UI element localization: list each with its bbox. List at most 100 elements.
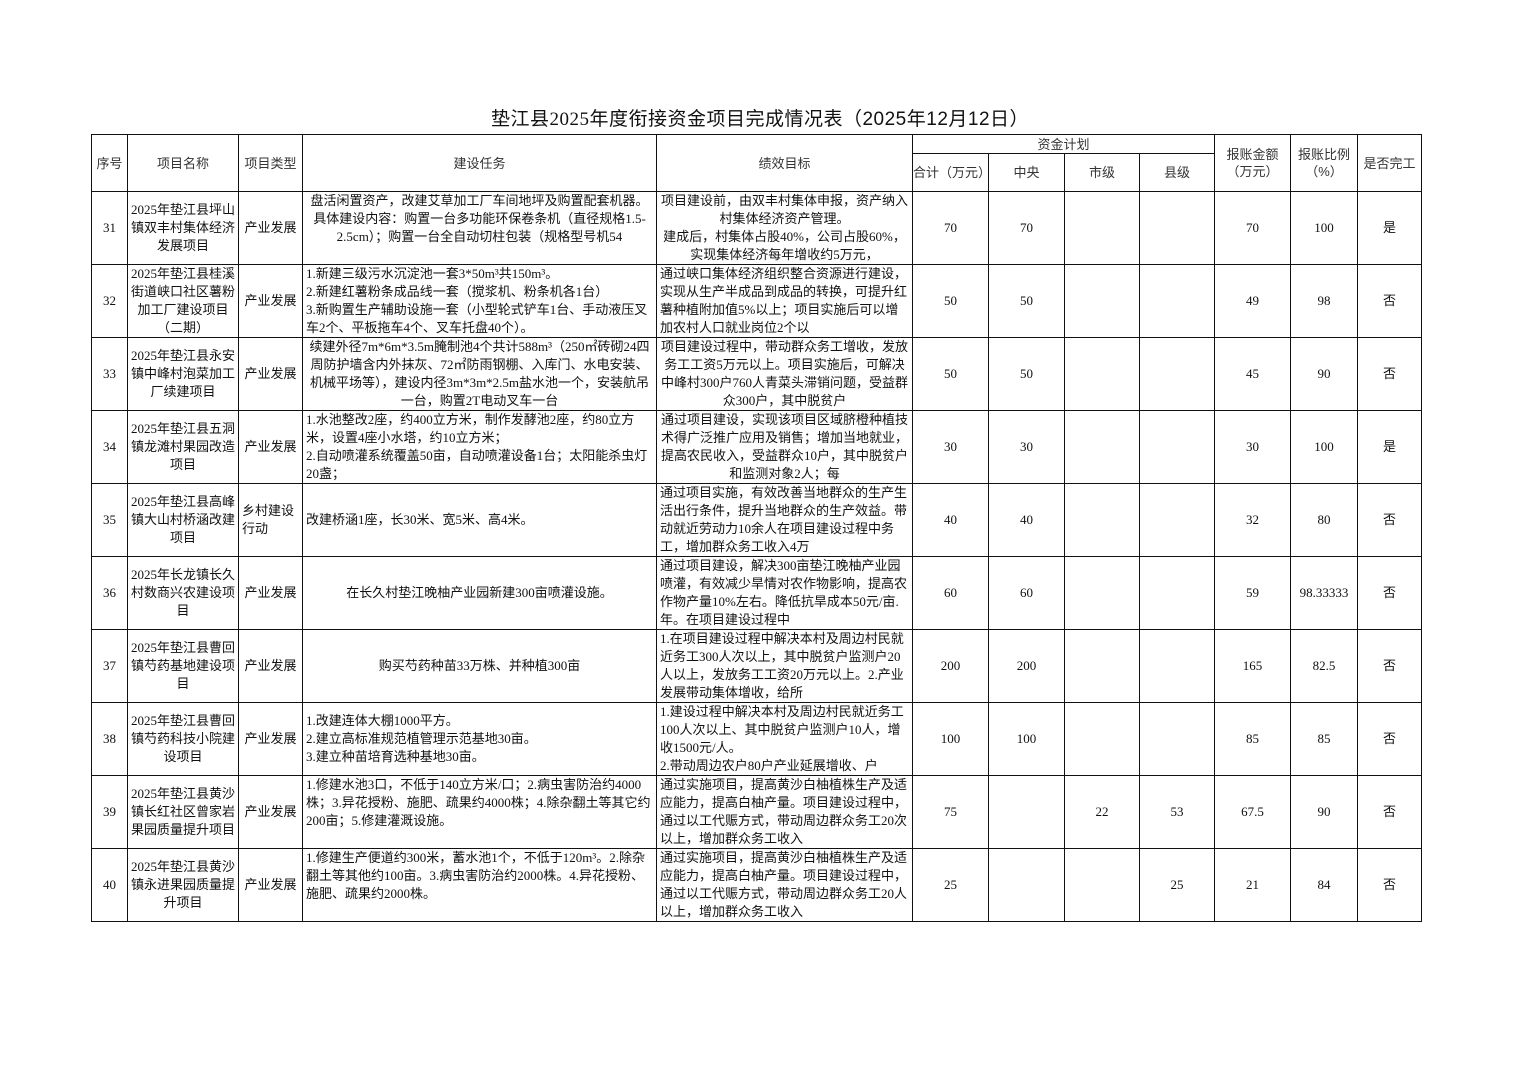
completed-text: 否 [1383, 366, 1397, 381]
central-text: 200 [1016, 658, 1037, 673]
cell-city [1064, 556, 1140, 630]
ratio-text: 90 [1317, 804, 1331, 819]
header-goal: 绩效目标 [656, 134, 913, 192]
cell-total: 50 [912, 264, 989, 338]
completed-text: 否 [1383, 804, 1397, 819]
total-text: 30 [944, 439, 957, 454]
cell-goal: 通过实施项目，提高黄沙白柚植株生产及适应能力，提高白柚产量。项目建设过程中，通过… [656, 848, 913, 922]
type-text: 产业发展 [244, 585, 297, 600]
type-text: 乡村建设行动 [242, 503, 295, 536]
name-text: 2025年垫江县黄沙镇长红社区曾家岩果园质量提升项目 [131, 786, 236, 837]
name-text: 2025年垫江县高峰镇大山村桥涵改建项目 [131, 494, 236, 545]
cell-city: 22 [1064, 775, 1140, 849]
ratio-text: 100 [1314, 439, 1334, 454]
ratio-text: 84 [1317, 877, 1331, 892]
total-text: 70 [944, 220, 957, 235]
cell-city [1064, 629, 1140, 703]
cell-ratio: 90 [1290, 337, 1359, 411]
county-text [1141, 631, 1214, 702]
cell-city [1064, 410, 1140, 484]
header-ratio: 报账比例（%） [1290, 134, 1359, 192]
name-text: 2025年垫江县五洞镇龙滩村果园改造项目 [131, 421, 236, 472]
city-text [1066, 558, 1139, 629]
table-row: 36 2025年长龙镇长久村数商兴农建设项目 产业发展 在长久村垫江晚柚产业园新建30… [91, 556, 1423, 630]
county-text: 53 [1170, 804, 1184, 819]
goal-text: 通过项目建设，实现该项目区域脐橙种植技术得广泛推广应用及销售；增加当地就业，提高… [660, 412, 908, 481]
cell-total: 60 [912, 556, 989, 630]
total-text: 50 [944, 366, 957, 381]
cell-county [1138, 337, 1216, 411]
table-row: 34 2025年垫江县五洞镇龙滩村果园改造项目 产业发展 1.水池整改2座，约400立… [91, 410, 1423, 484]
cell-name: 2025年垫江县高峰镇大山村桥涵改建项目 [127, 483, 239, 557]
cell-county: 53 [1138, 775, 1216, 849]
city-text [1066, 193, 1139, 264]
central-text: 100 [1016, 731, 1037, 746]
county-text [1141, 266, 1214, 337]
reimbursed-text: 70 [1246, 220, 1260, 235]
reimbursed-text: 32 [1246, 512, 1260, 527]
goal-text: 通过项目实施，有效改善当地群众的生产生活出行条件，提升当地群众的生产效益。带动就… [660, 485, 908, 554]
type-text: 产业发展 [244, 877, 297, 892]
cell-name: 2025年垫江县曹回镇芍药基地建设项目 [127, 629, 239, 703]
ratio-text: 90 [1317, 366, 1331, 381]
cell-ratio: 98 [1290, 264, 1359, 338]
header-fund-plan: 资金计划 [911, 134, 1216, 154]
cell-task: 1.修建生产便道约300米，蓄水池1个，不低于120m³。2.除杂翻土等其他约1… [302, 848, 657, 922]
task-text: 1.修建生产便道约300米，蓄水池1个，不低于120m³。2.除杂翻土等其他约1… [306, 850, 646, 901]
cell-central [988, 848, 1065, 922]
goal-text: 项目建设前，由双丰村集体申报，资产纳入村集体经济资产管理。 建成后，村集体占股4… [660, 193, 908, 262]
central-text: 70 [1020, 220, 1033, 235]
city-text [1066, 704, 1139, 775]
goal-text: 1.在项目建设过程中解决本村及周边村民就近务工300人次以上，其中脱贫户监测户2… [660, 631, 904, 700]
cell-goal: 1.建设过程中解决本村及周边村民就近务工100人次以上、其中脱贫户监测户10人，… [656, 702, 913, 776]
header-seq: 序号 [91, 134, 128, 192]
cell-name: 2025年垫江县坪山镇双丰村集体经济发展项目 [127, 191, 239, 265]
cell-completed: 否 [1357, 629, 1423, 703]
cell-type: 产业发展 [238, 775, 303, 849]
task-text: 1.新建三级污水沉淀池一套3*50m³共150m³。 2.新建红薯粉条成品线一套… [306, 266, 648, 335]
cell-task: 1.改建连体大棚1000平方。 2.建立高标准规范植管理示范基地30亩。 3.建… [302, 702, 657, 776]
cell-task: 续建外径7m*6m*3.5m腌制池4个共计588m³（250㎡砖砌24四周防护墙… [302, 337, 657, 411]
city-text [1066, 339, 1139, 410]
completed-text: 否 [1383, 293, 1397, 308]
city-text [1066, 631, 1139, 702]
completed-text: 否 [1383, 658, 1397, 673]
cell-central: 30 [988, 410, 1065, 484]
cell-total: 50 [912, 337, 989, 411]
city-text [1066, 485, 1139, 556]
total-text: 25 [944, 877, 957, 892]
cell-goal: 通过项目建设，解决300亩垫江晚柚产业园喷灌，有效减少旱情对农作物影响，提高农作… [656, 556, 913, 630]
cell-name: 2025年垫江县曹回镇芍药科技小院建设项目 [127, 702, 239, 776]
county-text [1141, 558, 1214, 629]
project-table: 序号 项目名称 项目类型 建设任务 绩效目标 资金计划 报账金额（万元） 报账比… [91, 134, 1423, 922]
type-text: 产业发展 [244, 731, 297, 746]
cell-seq: 32 [91, 264, 128, 338]
cell-city [1064, 483, 1140, 557]
seq-text: 31 [103, 220, 116, 235]
task-text: 1.水池整改2座，约400立方米，制作发酵池2座，约80立方米，设置4座小水塔，… [306, 412, 648, 481]
cell-type: 产业发展 [238, 410, 303, 484]
cell-seq: 37 [91, 629, 128, 703]
cell-type: 产业发展 [238, 556, 303, 630]
cell-type: 乡村建设行动 [238, 483, 303, 557]
ratio-text: 80 [1317, 512, 1331, 527]
cell-reimbursed: 32 [1214, 483, 1292, 557]
name-text: 2025年垫江县永安镇中峰村泡菜加工厂续建项目 [131, 348, 236, 399]
cell-county [1138, 191, 1216, 265]
reimbursed-text: 85 [1246, 731, 1260, 746]
name-text: 2025年垫江县坪山镇双丰村集体经济发展项目 [131, 202, 236, 253]
city-text [1066, 412, 1139, 483]
central-text: 30 [1020, 439, 1033, 454]
ratio-text: 82.5 [1312, 658, 1336, 673]
county-text [1141, 193, 1214, 264]
seq-text: 35 [103, 512, 116, 527]
cell-goal: 通过峡口集体经济组织整合资源进行建设，实现从生产半成品到成品的转换，可提升红薯种… [656, 264, 913, 338]
central-text: 50 [1020, 293, 1033, 308]
cell-seq: 40 [91, 848, 128, 922]
total-text: 40 [944, 512, 957, 527]
cell-name: 2025年垫江县黄沙镇长红社区曾家岩果园质量提升项目 [127, 775, 239, 849]
central-text [990, 850, 1064, 921]
county-text [1141, 412, 1214, 483]
cell-task: 在长久村垫江晚柚产业园新建300亩喷灌设施。 [302, 556, 657, 630]
county-text: 25 [1170, 877, 1184, 892]
